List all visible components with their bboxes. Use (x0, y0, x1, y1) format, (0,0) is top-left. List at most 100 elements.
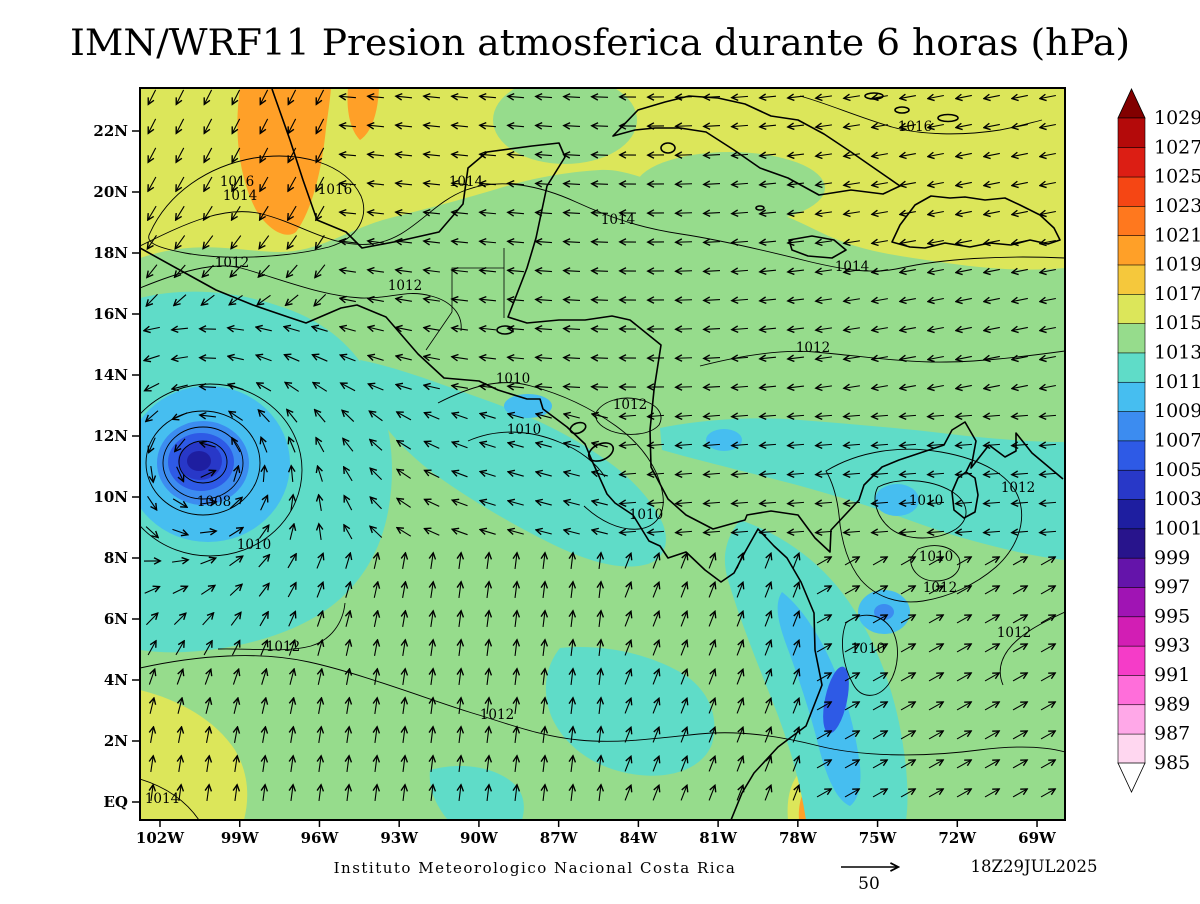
colorbar-segment (1118, 206, 1145, 236)
colorbar-segment (1118, 616, 1145, 646)
x-tick-label: 81W (699, 829, 738, 847)
wind-arrow (676, 271, 692, 272)
colorbar-label: 1009 (1154, 400, 1200, 422)
wind-arrow (676, 155, 692, 156)
y-tick-label: EQ (104, 793, 129, 811)
colorbar-segment (1118, 470, 1145, 500)
contour-label: 1014 (835, 259, 869, 275)
colorbar-segment (1118, 118, 1145, 148)
wind-arrow (676, 358, 692, 359)
y-tick-label: 22N (93, 122, 128, 140)
colorbar: 9859879899919939959979991001100310051007… (1118, 89, 1200, 792)
x-tick-label: 102W (136, 829, 185, 847)
wind-arrow (676, 97, 692, 98)
colorbar-label: 1017 (1154, 283, 1200, 305)
wind-arrow (592, 97, 608, 98)
colorbar-label: 991 (1154, 664, 1190, 686)
fill-blue-carib-core (874, 604, 894, 620)
x-tick-label: 87W (540, 829, 579, 847)
colorbar-label: 1021 (1154, 224, 1200, 246)
contour-label: 1016 (898, 119, 932, 135)
contour-label: 1014 (601, 212, 635, 228)
colorbar-segment (1118, 499, 1145, 529)
contour-label: 1014 (449, 174, 483, 190)
colorbar-label: 1007 (1154, 430, 1200, 452)
contour-label: 1010 (909, 493, 943, 509)
colorbar-over-triangle (1118, 89, 1145, 118)
y-tick-label: 20N (93, 183, 128, 201)
colorbar-segment (1118, 587, 1145, 617)
x-tick-label: 78W (779, 829, 818, 847)
contour-label: 1010 (496, 371, 530, 387)
wind-arrow (592, 184, 608, 185)
colorbar-label: 1029 (1154, 107, 1200, 129)
contour-label: 1010 (237, 537, 271, 553)
colorbar-segment (1118, 704, 1145, 734)
colorbar-segment (1118, 294, 1145, 324)
wind-reference-arrow: 50 (841, 867, 898, 894)
y-tick-label: 12N (93, 427, 128, 445)
colorbar-label: 987 (1154, 723, 1190, 745)
wind-arrow (676, 184, 692, 185)
y-tick-label: 18N (93, 244, 128, 262)
y-tick-label: 10N (93, 488, 128, 506)
fill-lblue-carib-3 (706, 429, 742, 451)
pressure-fill-layer (126, 76, 1065, 820)
wind-arrow (592, 242, 608, 243)
wind-arrow (676, 300, 692, 301)
x-tick-label: 90W (460, 829, 499, 847)
colorbar-label: 1013 (1154, 342, 1200, 364)
colorbar-label: 1005 (1154, 459, 1200, 481)
contour-label: 1012 (388, 278, 422, 294)
contour-label: 1012 (923, 580, 957, 596)
wind-arrow (676, 387, 692, 388)
wind-arrow (592, 155, 608, 156)
contour-label: 1010 (629, 507, 663, 523)
colorbar-label: 993 (1154, 635, 1190, 657)
contour-label: 1010 (919, 549, 953, 565)
reference-arrow-value: 50 (858, 874, 880, 894)
fill-vortex-core (187, 451, 211, 471)
contour-label: 1014 (145, 791, 179, 807)
colorbar-segment (1118, 382, 1145, 412)
x-tick-label: 84W (620, 829, 659, 847)
page-title: IMN/WRF11 Presion atmosferica durante 6 … (70, 23, 1130, 64)
colorbar-label: 995 (1154, 605, 1190, 627)
x-tick-label: 99W (221, 829, 260, 847)
y-tick-label: 6N (104, 610, 128, 628)
contour-label: 1012 (266, 639, 300, 655)
contour-label: 1012 (480, 707, 514, 723)
contour-label: 1014 (223, 188, 257, 204)
colorbar-label: 1015 (1154, 312, 1200, 334)
x-tick-label: 96W (301, 829, 340, 847)
wind-arrow (676, 126, 692, 127)
wind-arrow (676, 213, 692, 214)
colorbar-label: 1003 (1154, 488, 1200, 510)
colorbar-segment (1118, 353, 1145, 383)
contour-label: 1010 (507, 422, 541, 438)
colorbar-segment (1118, 441, 1145, 471)
x-tick-label: 69W (1018, 829, 1057, 847)
wind-arrow (592, 358, 608, 359)
contour-label: 1010 (851, 641, 885, 657)
colorbar-segment (1118, 235, 1145, 265)
colorbar-label: 997 (1154, 576, 1190, 598)
colorbar-label: 1023 (1154, 195, 1200, 217)
colorbar-segment (1118, 177, 1145, 207)
colorbar-label: 1027 (1154, 136, 1200, 158)
colorbar-label: 999 (1154, 547, 1190, 569)
contour-label: 1012 (613, 397, 647, 413)
wind-arrow (676, 329, 692, 330)
wind-arrow (592, 387, 608, 388)
wind-arrow (200, 358, 216, 359)
y-tick-label: 2N (104, 732, 128, 750)
contour-label: 1012 (1001, 480, 1035, 496)
colorbar-segment (1118, 323, 1145, 353)
colorbar-label: 1011 (1154, 371, 1200, 393)
colorbar-label: 989 (1154, 693, 1190, 715)
y-tick-label: 14N (93, 366, 128, 384)
colorbar-segment (1118, 411, 1145, 441)
colorbar-segment (1118, 265, 1145, 295)
